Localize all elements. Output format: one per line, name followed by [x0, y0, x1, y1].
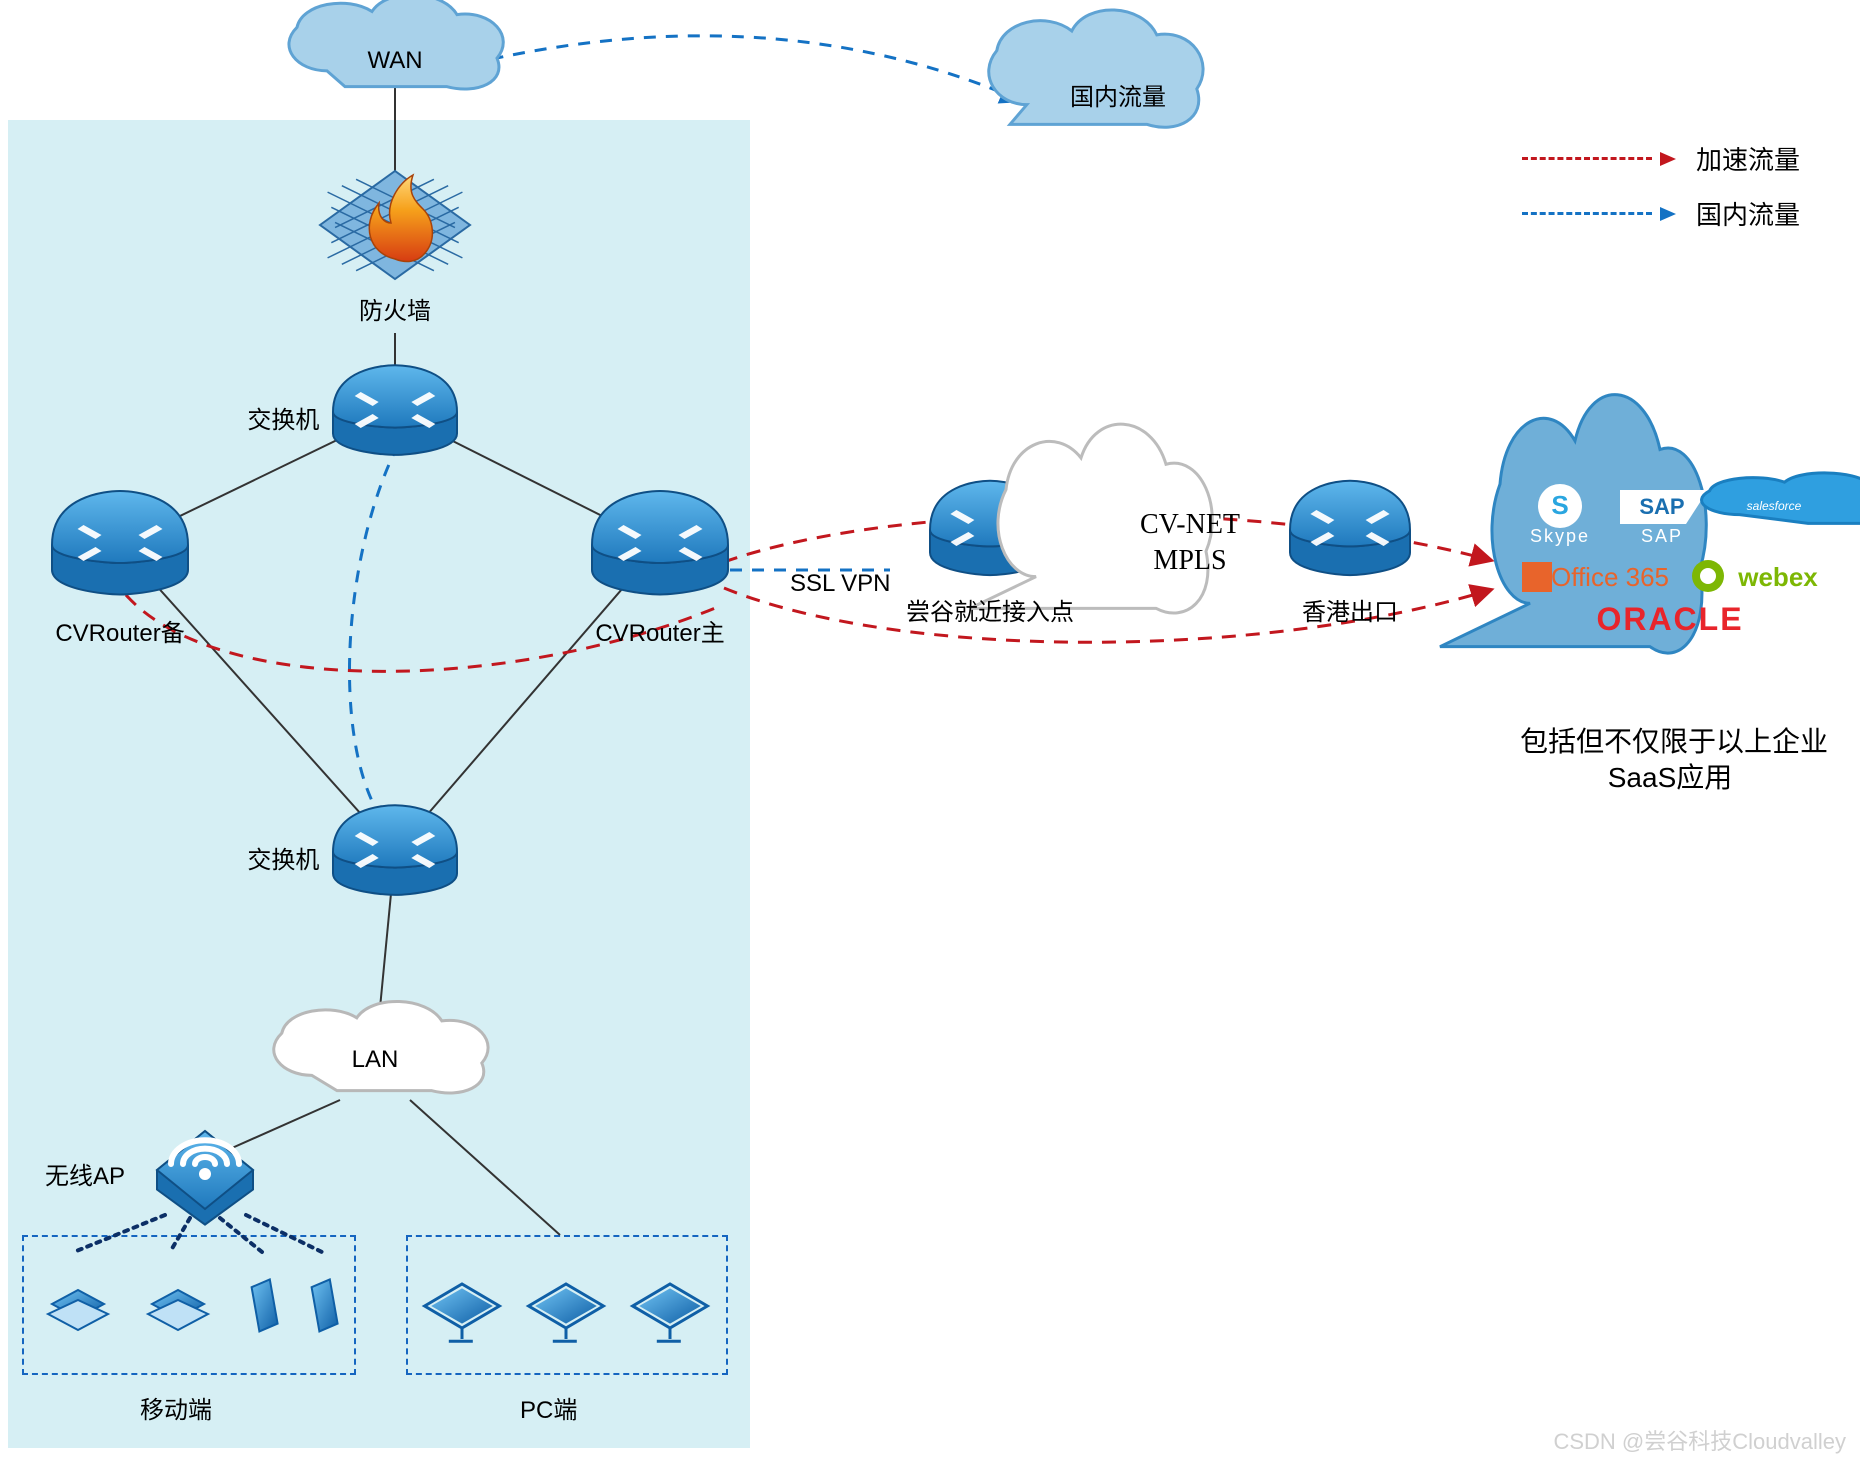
cvnet-label1: CV-NET	[1140, 509, 1240, 541]
svg-text:SAP: SAP	[1639, 494, 1684, 519]
svg-text:Office 365: Office 365	[1551, 562, 1669, 592]
domestic-label: 国内流量	[1070, 77, 1166, 112]
ap-label: 无线AP	[45, 1156, 125, 1191]
pop-label: 尝谷就近接入点	[906, 592, 1074, 627]
node-saas: S Skype SAP SAP salesforce Salesforce Office 3…	[1440, 395, 1860, 653]
svg-text:webex: webex	[1737, 562, 1818, 592]
node-wan	[289, 0, 503, 89]
legend: 加速流量国内流量	[1522, 140, 1800, 250]
svg-text:ORACLE: ORACLE	[1596, 601, 1743, 637]
pc-caption: PC端	[520, 1390, 577, 1425]
svg-text:SAP: SAP	[1641, 526, 1683, 546]
svg-text:S: S	[1551, 490, 1568, 520]
pc-devices-box	[406, 1235, 728, 1375]
svg-text:salesforce: salesforce	[1747, 499, 1802, 513]
hk-label: 香港出口	[1302, 592, 1398, 627]
watermark: CSDN @尝谷科技Cloudvalley	[1553, 1424, 1846, 1456]
wan-label: WAN	[367, 47, 422, 75]
mobile-caption: 移动端	[140, 1390, 212, 1425]
legend-label: 加速流量	[1696, 140, 1800, 177]
switch2-label: 交换机	[247, 840, 319, 875]
cvr_b-label: CVRouter备	[55, 613, 184, 648]
switch1-label: 交换机	[247, 400, 319, 435]
cvnet-label2: MPLS	[1153, 545, 1226, 577]
firewall-label: 防火墙	[359, 291, 431, 326]
mobile-devices-box	[22, 1235, 356, 1375]
sslvpn-label: SSL VPN	[790, 570, 891, 598]
edge-blue	[470, 36, 1020, 100]
legend-row: 加速流量	[1522, 140, 1800, 177]
lan-label: LAN	[352, 1046, 399, 1074]
svg-text:Salesforce: Salesforce	[1721, 526, 1826, 546]
node-pop	[930, 481, 1050, 575]
cvr_m-label: CVRouter主	[595, 613, 724, 648]
svg-text:Skype: Skype	[1530, 526, 1590, 546]
edge-red	[724, 514, 1490, 562]
legend-row: 国内流量	[1522, 195, 1800, 232]
saas-caption-1: 包括但不仅限于以上企业	[1520, 720, 1820, 760]
node-hk	[1290, 481, 1410, 575]
legend-label: 国内流量	[1696, 195, 1800, 232]
saas-caption-2: SaaS应用	[1600, 756, 1740, 796]
